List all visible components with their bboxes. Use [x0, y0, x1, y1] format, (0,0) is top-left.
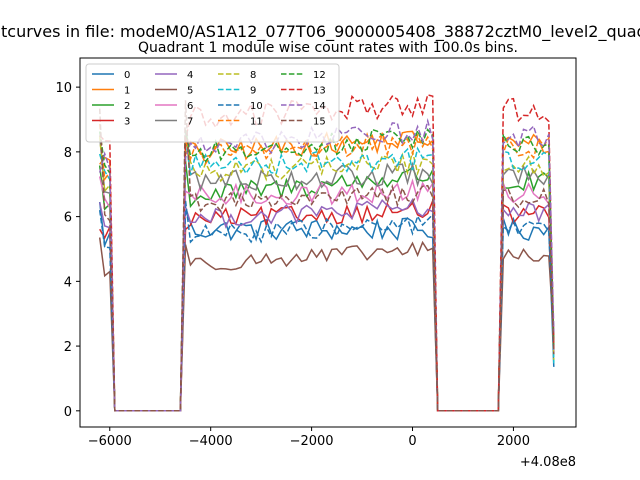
y-axis: 0 2 4 6 8 10	[55, 81, 80, 420]
series-line-9	[98, 137, 555, 412]
legend-label: 15	[313, 117, 326, 128]
legend-label: 5	[187, 86, 193, 97]
chart-title: Quadrant 1 module wise count rates with …	[138, 40, 518, 56]
series-line-14	[98, 117, 555, 412]
series-line-8	[98, 136, 555, 412]
legend-label: 9	[250, 86, 256, 97]
x-tick-label: 2000	[497, 434, 530, 449]
y-tick-label: 8	[64, 146, 72, 161]
legend-label: 2	[124, 101, 130, 112]
legend-label: 11	[250, 117, 263, 128]
x-tick-label: −2000	[290, 434, 334, 449]
legend-label: 12	[313, 70, 326, 81]
legend-label: 7	[187, 117, 193, 128]
legend-label: 8	[250, 70, 256, 81]
y-tick-label: 6	[64, 211, 72, 226]
legend-label: 4	[187, 70, 193, 81]
legend-label: 0	[124, 70, 130, 81]
legend-label: 6	[187, 101, 193, 112]
series-line-11	[98, 123, 555, 412]
legend-label: 10	[250, 101, 263, 112]
series-line-5	[98, 237, 555, 412]
series-line-15	[98, 100, 555, 412]
series-line-6	[98, 176, 555, 412]
series-line-1	[99, 130, 555, 412]
x-axis: −6000 −4000 −2000 0 2000	[88, 427, 530, 449]
legend-label: 13	[313, 86, 326, 97]
series-line-0	[98, 201, 555, 412]
chart-suptitle: Plot of Lightcurves in file: modeM0/AS1A…	[0, 22, 640, 42]
legend-label: 3	[124, 117, 130, 128]
legend-label: 1	[124, 86, 130, 97]
x-tick-label: −4000	[189, 434, 233, 449]
x-tick-label: 0	[408, 434, 416, 449]
series-line-7	[98, 132, 555, 412]
y-tick-label: 4	[64, 275, 72, 290]
plot-frame	[79, 57, 577, 428]
legend-label: 14	[313, 101, 326, 112]
legend-box	[85, 63, 340, 143]
x-tick-label: −6000	[88, 434, 132, 449]
y-tick-label: 10	[55, 81, 72, 96]
x-offset-label: +4.08e8	[520, 455, 576, 470]
y-tick-label: 2	[64, 340, 72, 355]
series-line-2	[98, 160, 555, 412]
series-line-3	[99, 200, 555, 412]
series-group	[98, 93, 555, 412]
y-tick-label: 0	[64, 405, 72, 420]
series-line-12	[98, 128, 555, 412]
